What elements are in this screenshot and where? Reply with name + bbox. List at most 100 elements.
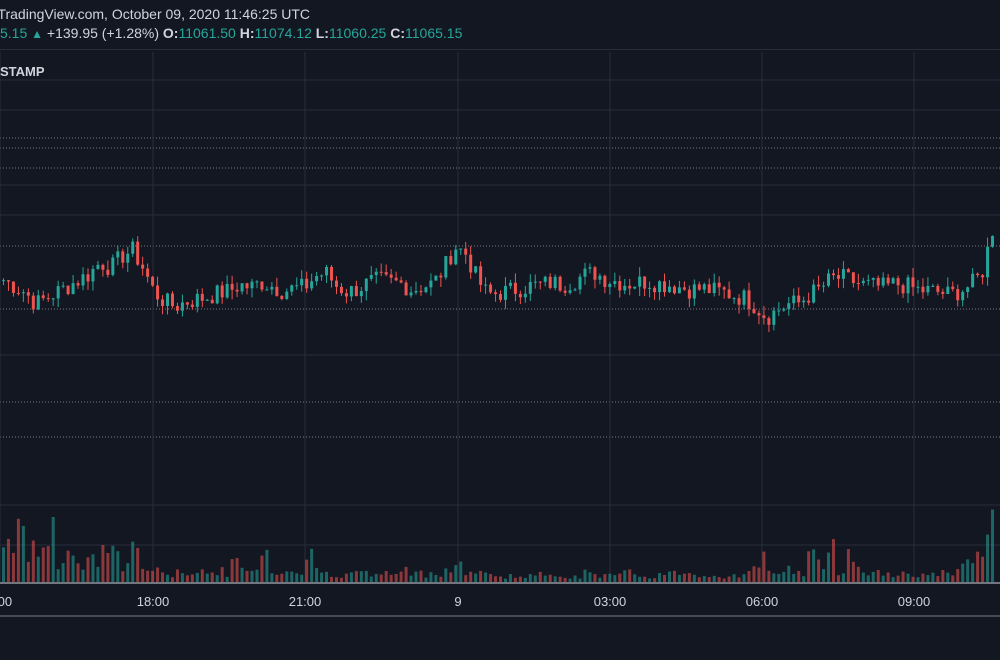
volume-bar <box>91 554 95 582</box>
volume-bar <box>31 540 35 582</box>
candle <box>717 276 721 296</box>
candle <box>787 297 791 316</box>
volume-bars <box>2 509 995 582</box>
candle <box>841 261 845 289</box>
candle <box>245 282 249 295</box>
candle <box>782 307 786 312</box>
volume-bar <box>831 539 835 582</box>
candle <box>469 246 473 279</box>
candle <box>285 288 289 301</box>
candle <box>161 295 165 315</box>
high-value: 11074.12 <box>254 25 312 41</box>
candle <box>46 293 50 302</box>
candle <box>51 297 55 306</box>
volume-bar <box>717 577 721 582</box>
candle <box>499 290 502 303</box>
volume-bar <box>951 575 955 582</box>
volume-bar <box>166 574 170 582</box>
candle <box>484 277 488 295</box>
candle <box>911 268 915 296</box>
volume-bar <box>175 569 179 582</box>
volume-bar <box>195 572 199 582</box>
volume-bar <box>295 573 299 582</box>
candle <box>369 266 373 281</box>
candle <box>518 290 522 305</box>
volume-bar <box>971 563 975 582</box>
volume-bar <box>792 573 796 582</box>
candle <box>300 270 304 292</box>
candle <box>31 292 35 314</box>
volume-bar <box>101 544 105 582</box>
candle <box>722 285 726 299</box>
x-tick-label: 18:00 <box>137 594 170 609</box>
candle <box>220 281 224 304</box>
candle <box>86 268 90 290</box>
candle <box>41 290 45 301</box>
candle <box>946 277 950 295</box>
volume-bar <box>946 572 950 582</box>
volume-bar <box>51 516 55 582</box>
volume-bar <box>11 552 15 582</box>
volume-bar <box>81 569 85 582</box>
candle <box>747 282 751 317</box>
candle <box>866 274 870 286</box>
candle <box>876 275 880 291</box>
volume-bar <box>459 561 463 582</box>
volume-bar <box>275 574 279 582</box>
candle <box>250 278 254 298</box>
volume-bar <box>86 557 90 582</box>
candle <box>757 310 761 325</box>
candle <box>66 285 70 296</box>
volume-bar <box>757 567 761 582</box>
candle <box>836 268 840 288</box>
volume-bar <box>255 569 259 582</box>
candle <box>175 302 179 314</box>
low-value: 11060.25 <box>328 25 387 41</box>
volume-bar <box>677 574 681 582</box>
volume-bar <box>41 547 45 582</box>
volume-bar <box>156 567 160 582</box>
candle <box>91 265 95 291</box>
volume-bar <box>26 561 30 582</box>
volume-bar <box>628 569 632 582</box>
volume-bar <box>429 572 433 582</box>
candle <box>528 274 532 301</box>
volume-bar <box>419 570 423 582</box>
candle <box>141 256 145 276</box>
volume-bar <box>474 573 478 582</box>
candle <box>831 269 835 280</box>
candle <box>210 295 214 304</box>
volume-bar <box>638 576 642 582</box>
volume-bar <box>692 574 696 582</box>
chart-grid <box>0 52 1000 582</box>
volume-bar <box>494 576 498 582</box>
candle <box>653 285 657 300</box>
volume-bar <box>822 569 826 582</box>
candle <box>106 260 110 278</box>
volume-bar <box>499 576 502 582</box>
volume-bar <box>6 538 10 582</box>
candle <box>121 248 125 269</box>
volume-bar <box>71 555 75 582</box>
volume-bar <box>56 569 60 582</box>
volume-bar <box>414 571 418 582</box>
volume-bar <box>424 577 428 582</box>
candle <box>374 268 378 284</box>
volume-bar <box>190 574 194 582</box>
candle <box>578 273 582 295</box>
candle <box>334 276 338 295</box>
candle <box>404 280 408 296</box>
candle <box>817 275 821 291</box>
candle <box>692 279 696 306</box>
candle <box>339 283 343 296</box>
volume-bar <box>503 578 507 582</box>
candle <box>414 281 418 295</box>
volume-bar <box>369 576 373 582</box>
candle <box>583 262 587 285</box>
volume-bar <box>389 574 393 582</box>
volume-bar <box>354 571 358 582</box>
volume-bar <box>613 575 617 582</box>
volume-bar <box>727 576 731 582</box>
volume-bar <box>126 563 130 582</box>
